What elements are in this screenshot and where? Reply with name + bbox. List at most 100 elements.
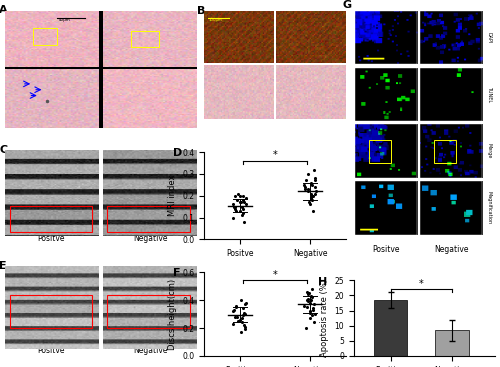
Text: E: E	[0, 261, 7, 271]
Y-axis label: Discs height(cm): Discs height(cm)	[168, 279, 177, 350]
Point	[231, 204, 239, 210]
Point	[232, 206, 239, 212]
Point	[308, 294, 316, 300]
Point	[300, 182, 308, 188]
Point	[308, 193, 316, 199]
Bar	[374, 300, 408, 356]
Text: Positve: Positve	[37, 346, 64, 355]
Point	[237, 329, 245, 335]
Point	[304, 296, 312, 302]
Point	[301, 184, 309, 190]
Point	[240, 206, 248, 212]
Text: Positve: Positve	[37, 234, 64, 243]
Point	[308, 182, 316, 188]
Point	[242, 327, 250, 333]
Point	[311, 184, 319, 190]
Point	[229, 321, 237, 327]
Point	[302, 178, 310, 184]
Point	[232, 314, 239, 320]
Text: TUNEL: TUNEL	[486, 86, 492, 102]
Point	[238, 212, 246, 218]
Point	[232, 304, 240, 310]
Text: Negative: Negative	[134, 117, 168, 126]
Point	[304, 291, 312, 297]
Point	[238, 320, 246, 326]
Point	[308, 193, 316, 199]
Text: *: *	[272, 150, 278, 160]
Y-axis label: Apoptosis rate (%): Apoptosis rate (%)	[320, 279, 329, 357]
Point	[306, 201, 314, 207]
Text: C: C	[0, 145, 8, 155]
Point	[233, 197, 241, 203]
Point	[310, 301, 318, 307]
Point	[240, 305, 248, 311]
Text: D: D	[174, 148, 182, 158]
Point	[306, 195, 314, 201]
Point	[308, 197, 316, 203]
Point	[232, 303, 240, 309]
Point	[236, 193, 244, 199]
Point	[232, 208, 240, 214]
Point	[306, 300, 314, 306]
Point	[309, 307, 317, 313]
Point	[302, 325, 310, 331]
Point	[240, 210, 248, 216]
Y-axis label: MRI index: MRI index	[168, 175, 177, 217]
Point	[307, 180, 315, 186]
Text: Negative: Negative	[294, 109, 329, 118]
Point	[303, 297, 311, 303]
Text: H: H	[318, 277, 328, 287]
Point	[306, 308, 314, 314]
Text: Negative: Negative	[134, 346, 168, 355]
Point	[242, 195, 250, 201]
Text: Positve: Positve	[372, 245, 400, 254]
Point	[232, 314, 240, 320]
Point	[306, 199, 314, 205]
Text: 200μm: 200μm	[358, 56, 372, 60]
Point	[236, 317, 244, 323]
Point	[304, 186, 312, 192]
Point	[236, 199, 244, 205]
Point	[236, 208, 244, 214]
Text: Positve: Positve	[224, 109, 252, 118]
Point	[310, 167, 318, 172]
Text: B: B	[198, 6, 205, 15]
Point	[234, 190, 242, 196]
Point	[228, 201, 236, 207]
Bar	[435, 330, 469, 356]
Point	[305, 290, 313, 296]
Point	[308, 305, 316, 311]
Text: A: A	[0, 5, 8, 15]
Point	[310, 190, 318, 196]
Point	[308, 312, 316, 318]
Point	[311, 311, 319, 317]
Point	[242, 201, 250, 207]
Point	[239, 312, 247, 318]
Point	[236, 297, 244, 303]
Point	[240, 310, 248, 316]
Point	[234, 318, 242, 324]
Point	[240, 219, 248, 225]
Point	[307, 293, 315, 299]
Point	[300, 186, 308, 192]
Point	[240, 311, 248, 317]
Text: DAPI: DAPI	[486, 32, 492, 43]
Point	[309, 208, 317, 214]
Point	[238, 204, 246, 210]
Text: Magnification: Magnification	[486, 191, 492, 225]
Point	[229, 308, 237, 314]
Text: Merge: Merge	[486, 143, 492, 159]
Point	[304, 298, 312, 304]
Text: Positve: Positve	[37, 117, 64, 126]
Point	[300, 303, 308, 309]
Point	[308, 286, 316, 292]
Point	[311, 178, 319, 184]
Point	[303, 304, 311, 310]
Point	[304, 171, 312, 177]
Text: *: *	[419, 279, 424, 288]
Point	[242, 300, 250, 306]
Point	[239, 193, 247, 199]
Point	[312, 188, 320, 194]
Point	[238, 315, 246, 321]
Point	[240, 322, 248, 328]
